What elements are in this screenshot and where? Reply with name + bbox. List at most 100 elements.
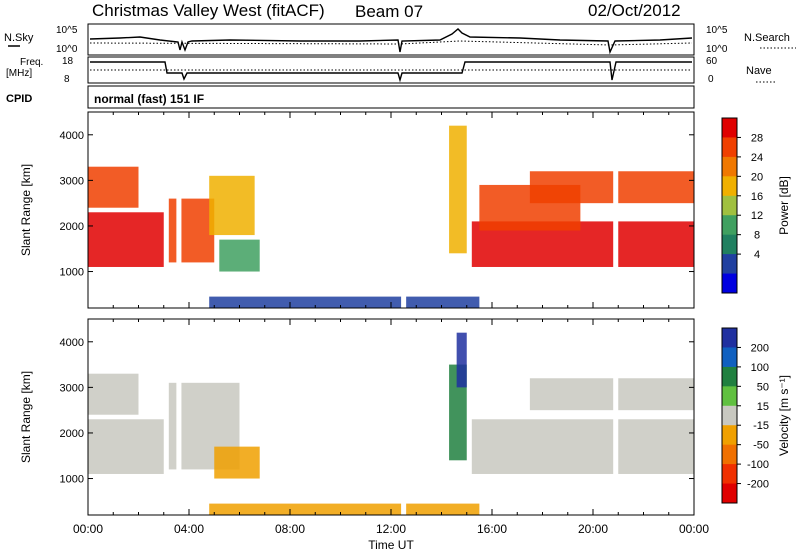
power-region-0: [88, 212, 164, 267]
power-colorbar-segment: [722, 176, 737, 197]
velocity-colorbar-label: -200: [747, 479, 769, 491]
nave-label: Nave: [746, 65, 772, 77]
power-colorbar-segment: [722, 215, 737, 236]
velocity-colorbar-label: -50: [753, 440, 769, 452]
power-data-gap-1: [613, 112, 619, 308]
power-colorbar-label: 24: [751, 152, 763, 164]
freq-label-2: [MHz]: [6, 68, 32, 79]
velocity-ytick-label: 4000: [60, 337, 84, 349]
nsearch-label: N.Search: [744, 32, 790, 44]
power-colorbar-segment: [722, 118, 737, 138]
power-region-5: [449, 125, 467, 254]
power-panel: 1000 2000 3000 4000 Slant Range [km]: [19, 111, 695, 309]
date-label: 02/Oct/2012: [588, 1, 681, 20]
power-data-gap-0: [401, 112, 407, 308]
velocity-region-3: [214, 446, 260, 479]
power-region-3: [209, 175, 255, 236]
power-region-4: [219, 239, 260, 272]
power-colorbar-label: 20: [751, 171, 763, 183]
velocity-colorbar-frame: [721, 327, 738, 504]
power-colorbar-label: 12: [751, 210, 763, 222]
xlabel: Time UT: [368, 538, 414, 552]
velocity-region-4: [449, 364, 467, 461]
nave-top-tick: 60: [706, 56, 718, 67]
power-colorbar-segment: [722, 234, 737, 255]
velocity-data-gap-2: [176, 319, 182, 515]
velocity-region-1: [88, 373, 139, 415]
power-colorbar-label: 8: [754, 230, 760, 242]
freq-label-1: Freq.: [20, 57, 43, 68]
cpid-strip-frame: [87, 85, 695, 109]
power-ytick-label: 4000: [60, 130, 84, 142]
power-colorbar-title: Power [dB]: [777, 176, 791, 235]
velocity-region-6: [471, 419, 694, 474]
velocity-colorbar-segment: [722, 386, 737, 407]
nsky-label: N.Sky: [4, 32, 34, 44]
velocity-colorbar-label: 200: [751, 342, 769, 354]
velocity-colorbar-segment: [722, 347, 737, 368]
nave-bottom-tick: 0: [708, 74, 714, 85]
velocity-ytick-label: 1000: [60, 474, 84, 486]
power-region-2: [168, 198, 215, 263]
power-region-1: [88, 166, 139, 208]
power-colorbar-label: 16: [751, 191, 763, 203]
velocity-colorbar-label: -15: [753, 420, 769, 432]
velocity-region-7: [529, 378, 694, 411]
velocity-colorbar-segment: [722, 464, 737, 485]
power-colorbar-segment: [722, 137, 737, 158]
freq-trace: [90, 61, 692, 83]
velocity-colorbar-segment: [722, 405, 737, 426]
velocity-colorbar-label: -100: [747, 459, 769, 471]
xtick-label: 08:00: [275, 522, 305, 536]
velocity-colorbar-segment: [722, 425, 737, 446]
velocity-colorbar-segment: [722, 444, 737, 465]
nsearch-trace: [89, 40, 693, 46]
power-colorbar: 28 24 20 16 12 8 4 Power [dB]: [721, 117, 791, 294]
velocity-colorbar-title: Velocity [m s⁻¹]: [777, 375, 791, 456]
nsky-top-tick: 10^5: [56, 25, 78, 36]
xtick-label: 04:00: [174, 522, 204, 536]
velocity-colorbar: 200 100 50 15 -15 -50 -100 -200 Velocity [m s⁻¹]: [721, 327, 791, 504]
velocity-ytick-label: 3000: [60, 382, 84, 394]
velocity-colorbar-label: 100: [751, 362, 769, 374]
power-colorbar-segment: [722, 156, 737, 177]
power-data-gap-2: [176, 112, 182, 308]
power-colorbar-label: 28: [751, 132, 763, 144]
nsearch-top-tick: 10^5: [706, 25, 728, 36]
velocity-ytick-label: 2000: [60, 428, 84, 440]
freq-strip-frame: [87, 56, 695, 84]
nsky-bottom-tick: 10^0: [56, 44, 78, 55]
power-colorbar-label: 4: [754, 249, 760, 261]
power-ytick-label: 3000: [60, 175, 84, 187]
cpid-mode: normal (fast) 151 IF: [94, 92, 204, 106]
power-ylabel: Slant Range [km]: [19, 164, 33, 256]
beam-label: Beam 07: [355, 2, 423, 21]
title: Christmas Valley West (fitACF): [92, 1, 325, 20]
power-colorbar-segment: [722, 254, 737, 275]
power-region-8: [529, 171, 694, 204]
xtick-label: 16:00: [477, 522, 507, 536]
velocity-colorbar-label: 50: [757, 381, 769, 393]
power-ytick-label: 2000: [60, 221, 84, 233]
velocity-region-0: [88, 419, 164, 474]
velocity-colorbar-segment: [722, 328, 737, 348]
velocity-data-gap-0: [401, 319, 407, 515]
velocity-data-gap-1: [613, 319, 619, 515]
nsearch-bottom-tick: 10^0: [706, 44, 728, 55]
velocity-ylabel: Slant Range [km]: [19, 371, 33, 463]
freq-bottom-tick: 8: [64, 74, 70, 85]
xtick-label: 00:00: [679, 522, 709, 536]
velocity-colorbar-segment: [722, 366, 737, 387]
power-ytick-label: 1000: [60, 267, 84, 279]
velocity-panel: 1000 2000 3000 4000 Slant Range [km] 00:00 04:…: [19, 318, 709, 552]
velocity-colorbar-segment: [722, 483, 737, 504]
xtick-label: 20:00: [578, 522, 608, 536]
freq-top-tick: 18: [62, 56, 74, 67]
nsky-trace: [89, 28, 693, 55]
velocity-region-5: [456, 332, 467, 388]
power-colorbar-segment: [722, 195, 737, 216]
power-colorbar-frame: [721, 117, 738, 294]
power-colorbar-segment: [722, 273, 737, 294]
velocity-colorbar-label: 15: [757, 401, 769, 413]
